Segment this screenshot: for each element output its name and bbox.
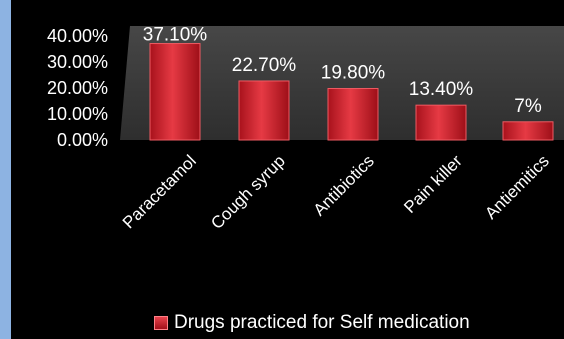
x-tick-label: Pain killer — [400, 151, 466, 217]
data-label: 19.80% — [321, 63, 386, 84]
data-label: 13.40% — [409, 79, 474, 100]
bar — [327, 88, 379, 141]
x-tick-label: Antiemitics — [481, 151, 553, 223]
y-tick-label: 0.00% — [57, 130, 108, 150]
bar — [415, 104, 467, 141]
y-tick-label: 30.00% — [47, 52, 108, 72]
bar — [238, 80, 290, 141]
y-tick-label: 20.00% — [47, 78, 108, 98]
x-axis-labels: Paracetamol Cough syrup Antibiotics Pain ki… — [119, 151, 553, 233]
bar — [502, 121, 554, 141]
y-axis-ticks: 0.00% 10.00% 20.00% 30.00% 40.00% — [47, 26, 108, 150]
y-tick-label: 40.00% — [47, 26, 108, 46]
x-tick-label: Paracetamol — [119, 151, 200, 232]
legend-label: Drugs practiced for Self medication — [174, 312, 470, 333]
bar — [149, 43, 201, 141]
x-tick-label: Antibiotics — [310, 151, 378, 219]
bars — [149, 43, 554, 141]
left-accent-strip — [0, 0, 11, 339]
data-label: 22.70% — [232, 55, 297, 76]
data-label: 37.10% — [143, 25, 208, 46]
data-labels: 37.10% 22.70% 19.80% 13.40% 7% — [143, 25, 542, 117]
legend-swatch — [154, 316, 168, 330]
x-tick-label: Cough syrup — [207, 151, 289, 233]
legend: Drugs practiced for Self medication — [154, 311, 470, 335]
data-label: 7% — [514, 96, 542, 117]
y-tick-label: 10.00% — [47, 104, 108, 124]
